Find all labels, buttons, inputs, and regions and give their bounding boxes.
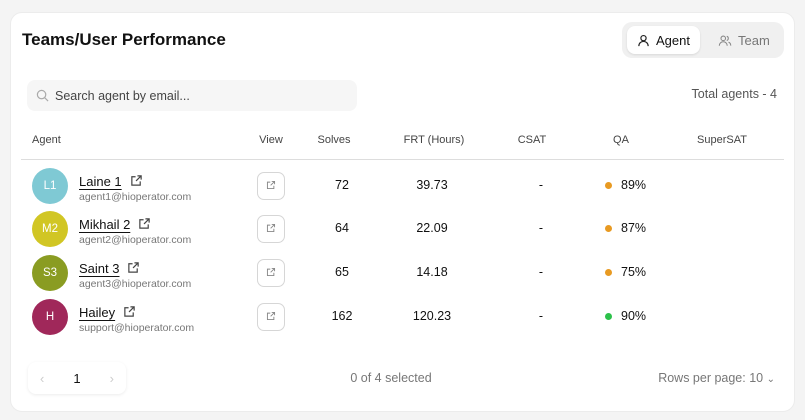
agent-name-link[interactable]: Saint 3: [79, 261, 140, 277]
solves-value: 65: [335, 265, 349, 279]
search-input[interactable]: [55, 88, 335, 103]
view-button[interactable]: [257, 172, 285, 200]
view-button[interactable]: [257, 215, 285, 243]
external-link-icon[interactable]: [123, 305, 136, 321]
external-link-icon: [266, 220, 276, 238]
csat-value: -: [538, 221, 544, 235]
agent-name: Hailey: [79, 305, 116, 320]
column-header-qa: QA: [613, 134, 629, 146]
agent-name-link[interactable]: Mikhail 2: [79, 217, 151, 233]
column-header-csat: CSAT: [517, 134, 547, 146]
agent-email: agent2@hioperator.com: [79, 234, 192, 246]
toggle-team-label: Team: [738, 32, 770, 48]
table-row: L1 Laine 1 agent1@hioperator.com 72 39.7…: [0, 168, 805, 230]
external-link-icon: [266, 177, 276, 195]
external-link-icon: [266, 308, 276, 326]
rows-per-page-label: Rows per page: 10: [658, 371, 764, 385]
view-button[interactable]: [257, 303, 285, 331]
chevron-down-icon: ⌄: [766, 374, 775, 385]
agent-email: support@hioperator.com: [79, 322, 195, 334]
column-header-solves: Solves: [317, 134, 351, 146]
view-toggle: Agent Team: [622, 22, 784, 58]
csat-value: -: [538, 178, 544, 192]
solves-value: 162: [331, 309, 353, 323]
total-agents: Total agents - 4: [691, 87, 777, 101]
external-link-icon[interactable]: [130, 174, 143, 190]
column-header-agent: Agent: [32, 134, 61, 146]
users-icon: [718, 35, 732, 46]
qa-value: 89%: [621, 178, 647, 192]
avatar-initials: S3: [42, 267, 58, 279]
avatar: M2: [32, 211, 68, 247]
frt-value: 39.73: [416, 178, 448, 192]
toggle-agent-label: Agent: [656, 32, 690, 48]
agent-name: Saint 3: [79, 261, 120, 276]
frt-value: 22.09: [416, 221, 448, 235]
page-title: Teams/User Performance: [22, 30, 226, 49]
toggle-agent[interactable]: Agent: [627, 26, 700, 54]
agent-name: Laine 1: [79, 174, 122, 189]
table-row: H Hailey support@hioperator.com 162 120.…: [0, 299, 805, 361]
qa-cell: 90%: [605, 309, 646, 323]
qa-value: 75%: [621, 265, 647, 279]
agent-name: Mikhail 2: [79, 217, 131, 232]
qa-status-dot: [605, 181, 612, 189]
qa-status-dot: [605, 268, 612, 276]
next-page-icon[interactable]: ›: [109, 370, 114, 386]
solves-value: 72: [335, 178, 349, 192]
qa-status-dot: [605, 224, 612, 232]
qa-status-dot: [605, 312, 612, 320]
qa-value: 87%: [621, 221, 647, 235]
external-link-icon[interactable]: [127, 261, 140, 277]
selection-count: 0 of 4 selected: [350, 371, 432, 385]
column-header-frt: FRT (Hours): [403, 134, 465, 146]
solves-value: 64: [335, 221, 349, 235]
column-header-supersat: SuperSAT: [697, 134, 747, 146]
current-page[interactable]: 1: [73, 370, 81, 386]
qa-cell: 87%: [605, 221, 646, 235]
agent-email: agent3@hioperator.com: [79, 278, 192, 290]
view-button[interactable]: [257, 259, 285, 287]
agent-email: agent1@hioperator.com: [79, 191, 192, 203]
pagination: ‹ 1 ›: [28, 362, 126, 394]
search-box: [27, 80, 357, 111]
avatar: L1: [32, 168, 68, 204]
agent-name-link[interactable]: Hailey: [79, 305, 136, 321]
qa-cell: 89%: [605, 178, 646, 192]
external-link-icon: [266, 264, 276, 282]
column-header-view: View: [259, 134, 283, 146]
avatar-initials: M2: [42, 223, 58, 235]
external-link-icon[interactable]: [138, 217, 151, 233]
avatar-initials: H: [45, 311, 55, 323]
toggle-team[interactable]: Team: [708, 26, 780, 54]
avatar-initials: L1: [43, 180, 57, 192]
avatar: H: [32, 299, 68, 335]
prev-page-icon[interactable]: ‹: [40, 370, 45, 386]
performance-card: [10, 12, 795, 412]
csat-value: -: [538, 265, 544, 279]
frt-value: 120.23: [412, 309, 452, 323]
rows-per-page-select[interactable]: Rows per page: 10 ⌄: [658, 371, 775, 385]
avatar: S3: [32, 255, 68, 291]
frt-value: 14.18: [416, 265, 448, 279]
csat-value: -: [538, 309, 544, 323]
qa-cell: 75%: [605, 265, 646, 279]
header-divider: [21, 159, 784, 160]
agent-name-link[interactable]: Laine 1: [79, 174, 143, 190]
table-row: M2 Mikhail 2 agent2@hioperator.com 64 22…: [0, 211, 805, 273]
table-row: S3 Saint 3 agent3@hioperator.com 65 14.1…: [0, 255, 805, 317]
qa-value: 90%: [621, 309, 647, 323]
user-icon: [638, 34, 649, 46]
search-icon: [36, 89, 49, 102]
